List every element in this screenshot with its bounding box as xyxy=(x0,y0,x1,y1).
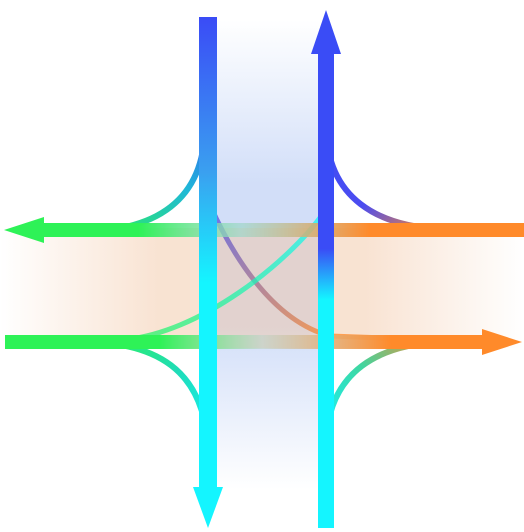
southbound-arrowhead xyxy=(193,487,223,528)
south-to-west-turn-curve xyxy=(95,125,205,231)
west-to-south-turn-curve xyxy=(95,342,208,450)
north-to-east-turn-curve xyxy=(326,342,440,440)
east-to-north-turn-curve xyxy=(326,125,440,229)
